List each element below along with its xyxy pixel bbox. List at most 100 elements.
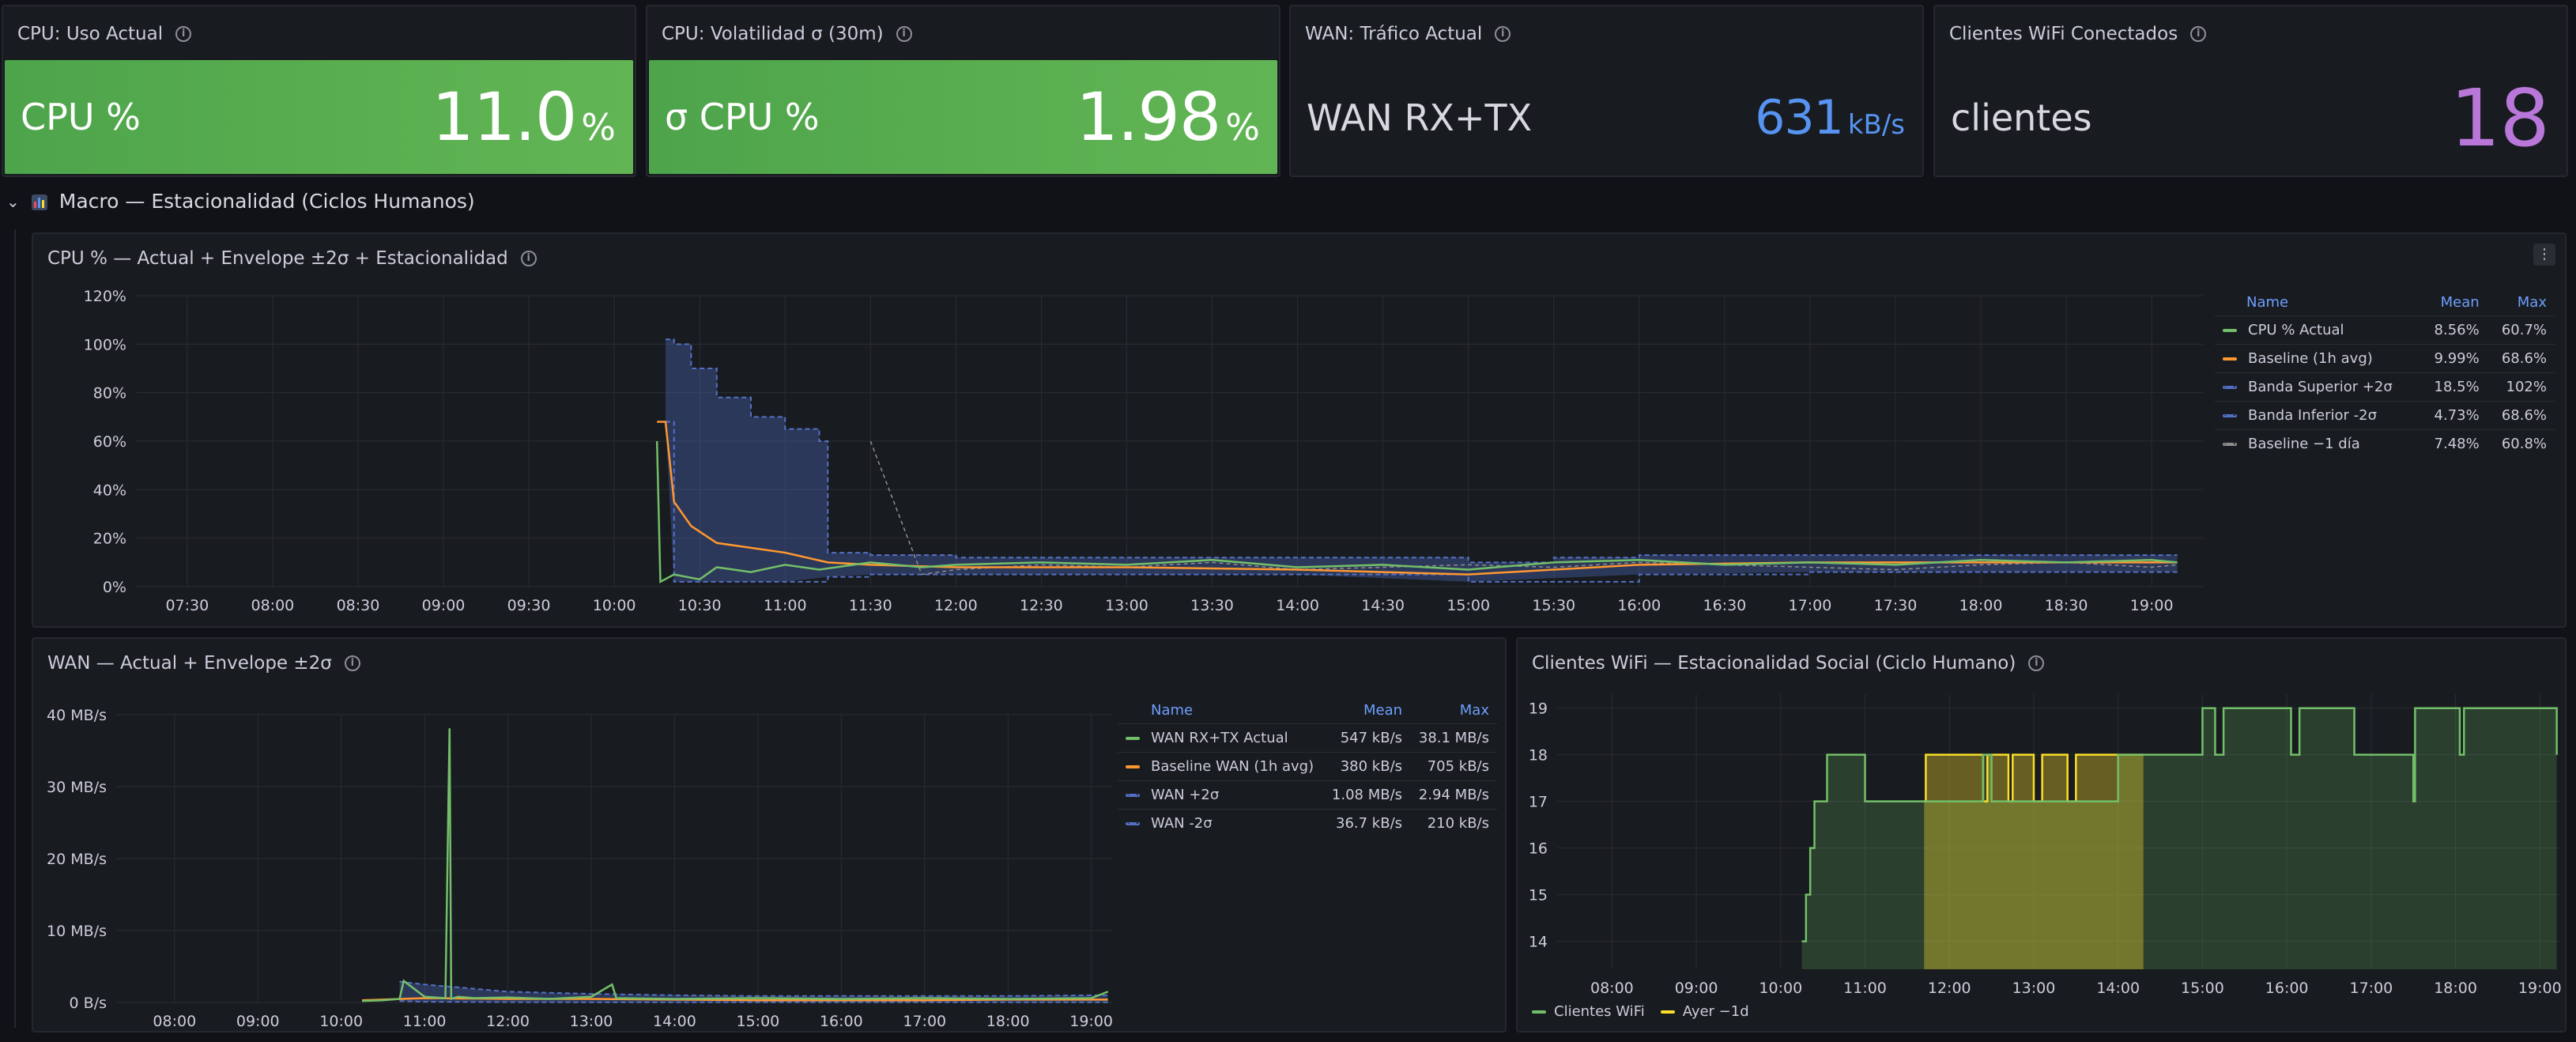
legend-mean: 9.99% — [2419, 344, 2487, 373]
stat-label: CPU % — [21, 96, 141, 138]
stat-value: 11.0 — [432, 78, 577, 156]
y-tick-label: 18 — [1529, 747, 1548, 765]
x-tick-label: 15:00 — [2181, 980, 2224, 997]
wan-chart[interactable]: 0 B/s 10 MB/s 20 MB/s 30 MB/s 40 MB/s 08:00 09… — [33, 683, 1124, 1031]
legend-label: Ayer −1d — [1682, 1003, 1749, 1020]
cpu-chart-panel[interactable]: CPU % — Actual + Envelope ±2σ + Estacion… — [32, 232, 2567, 628]
info-icon[interactable]: i — [896, 26, 912, 42]
legend-row[interactable]: WAN +2σ 1.08 MB/s 2.94 MB/s — [1118, 780, 1497, 810]
legend-header-mean[interactable]: Mean — [1363, 702, 1403, 719]
row-header-macro[interactable]: ⌄ Macro — Estacionalidad (Ciclos Humanos… — [6, 190, 475, 213]
y-tick-label: 100% — [84, 336, 126, 353]
x-tick-label: 17:00 — [1789, 597, 1832, 614]
legend-swatch — [2223, 386, 2237, 389]
wan-legend: Name Mean Max WAN RX+TX Actual 547 kB/s 38… — [1118, 699, 1497, 837]
stat-unit: % — [581, 106, 616, 149]
x-tick-label: 08:00 — [1590, 980, 1634, 997]
y-tick-label: 80% — [93, 385, 126, 402]
legend-row[interactable]: Baseline −1 día 7.48% 60.8% — [2215, 429, 2555, 458]
legend-swatch — [1532, 1010, 1546, 1014]
stat-label: σ CPU % — [665, 96, 820, 138]
x-tick-label: 16:00 — [1617, 597, 1661, 614]
x-tick-label: 17:00 — [2349, 980, 2393, 997]
x-tick-label: 12:00 — [934, 597, 978, 614]
legend-swatch — [1126, 765, 1140, 768]
y-tick-label: 15 — [1529, 887, 1548, 904]
legend-row[interactable]: WAN -2σ 36.7 kB/s 210 kB/s — [1118, 809, 1497, 837]
x-tick-label: 12:00 — [486, 1013, 530, 1030]
legend-mean: 4.73% — [2419, 401, 2487, 430]
stat-label: WAN RX+TX — [1307, 96, 1533, 139]
series-line-upper-band — [399, 980, 1108, 997]
wifi-chart[interactable]: 14 15 16 17 18 19 08:00 09:00 10:00 11:00 12:00 13:… — [1518, 683, 2567, 1007]
x-tick-label: 18:00 — [2434, 980, 2477, 997]
info-icon[interactable]: i — [344, 655, 360, 671]
x-tick-label: 13:00 — [570, 1013, 613, 1030]
info-icon[interactable]: i — [1495, 26, 1511, 42]
series-line-upper-band — [665, 338, 2178, 564]
panel-title: WAN: Tráfico Actual — [1305, 24, 1483, 44]
chevron-down-icon[interactable]: ⌄ — [6, 191, 20, 211]
legend-item[interactable]: Clientes WiFi — [1532, 1003, 1645, 1020]
stat-body: CPU % 11.0% — [5, 60, 633, 174]
x-tick-label: 11:30 — [849, 597, 892, 614]
x-tick-label: 09:00 — [1675, 980, 1718, 997]
stat-value: 1.98 — [1076, 78, 1221, 156]
stat-value: 631 — [1755, 90, 1844, 145]
info-icon[interactable]: i — [2190, 26, 2207, 42]
legend-row[interactable]: Baseline (1h avg) 9.99% 68.6% — [2215, 344, 2555, 373]
x-tick-label: 17:30 — [1874, 597, 1918, 614]
panel-menu-icon[interactable]: ⋮ — [2533, 244, 2555, 266]
series-line-baseline — [657, 421, 2178, 576]
legend-label: WAN RX+TX Actual — [1151, 730, 1288, 746]
x-tick-label: 07:30 — [165, 597, 209, 614]
x-tick-label: 11:00 — [403, 1013, 447, 1030]
legend-row[interactable]: Baseline WAN (1h avg) 380 kB/s 705 kB/s — [1118, 752, 1497, 781]
legend-mean: 18.5% — [2419, 372, 2487, 402]
wifi-legend: Clientes WiFi Ayer −1d — [1532, 1003, 1749, 1020]
x-tick-label: 09:00 — [422, 597, 466, 614]
legend-header-max[interactable]: Max — [1459, 702, 1489, 719]
x-tick-label: 08:30 — [337, 597, 380, 614]
x-tick-label: 08:00 — [153, 1013, 196, 1030]
x-tick-label: 11:00 — [1843, 980, 1887, 997]
legend-row[interactable]: Banda Superior +2σ 18.5% 102% — [2215, 372, 2555, 402]
x-tick-label: 15:00 — [737, 1013, 780, 1030]
legend-label: Baseline (1h avg) — [2248, 350, 2373, 367]
wifi-chart-panel[interactable]: Clientes WiFi — Estacionalidad Social (C… — [1516, 637, 2567, 1033]
info-icon[interactable]: i — [2028, 655, 2045, 671]
legend-header-max[interactable]: Max — [2517, 294, 2547, 311]
stat-panel-cpu[interactable]: CPU: Uso Actual i CPU % 11.0% — [2, 5, 636, 177]
legend-item[interactable]: Ayer −1d — [1660, 1003, 1749, 1020]
series-line-lower-band — [399, 1000, 1108, 1003]
legend-mean: 547 kB/s — [1323, 723, 1411, 753]
x-tick-label: 16:00 — [2265, 980, 2309, 997]
cpu-chart[interactable]: 0% 20% 40% 60% 80% 100% 120% 07:30 08:00 08:30 09:… — [33, 283, 2215, 623]
legend-row[interactable]: WAN RX+TX Actual 547 kB/s 38.1 MB/s — [1118, 723, 1497, 753]
legend-max: 38.1 MB/s — [1410, 723, 1497, 753]
legend-header-name[interactable]: Name — [2246, 294, 2289, 311]
legend-header-name[interactable]: Name — [1151, 702, 1194, 719]
legend-label: Baseline WAN (1h avg) — [1151, 758, 1314, 775]
legend-mean: 7.48% — [2419, 429, 2487, 458]
panel-title: Clientes WiFi — Estacionalidad Social (C… — [1532, 653, 2016, 674]
x-tick-label: 08:00 — [251, 597, 295, 614]
stat-panel-cpu-volatility[interactable]: CPU: Volatilidad σ (30m) i σ CPU % 1.98% — [646, 5, 1280, 177]
legend-row[interactable]: CPU % Actual 8.56% 60.7% — [2215, 315, 2555, 345]
legend-max: 705 kB/s — [1410, 752, 1497, 781]
cpu-legend: Name Mean Max CPU % Actual 8.56% 60.7% Bas… — [2215, 291, 2555, 458]
legend-mean: 8.56% — [2419, 315, 2487, 345]
x-tick-label: 18:00 — [986, 1013, 1030, 1030]
y-tick-label: 40% — [93, 481, 126, 499]
stat-panel-wifi-clients[interactable]: Clientes WiFi Conectados i clientes 18 — [1933, 5, 2568, 177]
legend-header-mean[interactable]: Mean — [2440, 294, 2480, 311]
info-icon[interactable]: i — [520, 251, 537, 266]
y-tick-label: 20% — [93, 530, 126, 548]
stat-panel-wan[interactable]: WAN: Tráfico Actual i WAN RX+TX 631 kB/s — [1289, 5, 1924, 177]
legend-row[interactable]: Banda Inferior -2σ 4.73% 68.6% — [2215, 401, 2555, 430]
legend-swatch — [1660, 1010, 1675, 1014]
wan-chart-panel[interactable]: WAN — Actual + Envelope ±2σ i 0 B/s 10 MB/… — [32, 637, 1507, 1033]
x-tick-label: 16:00 — [820, 1013, 863, 1030]
y-tick-label: 0% — [103, 579, 126, 596]
info-icon[interactable]: i — [175, 26, 192, 42]
